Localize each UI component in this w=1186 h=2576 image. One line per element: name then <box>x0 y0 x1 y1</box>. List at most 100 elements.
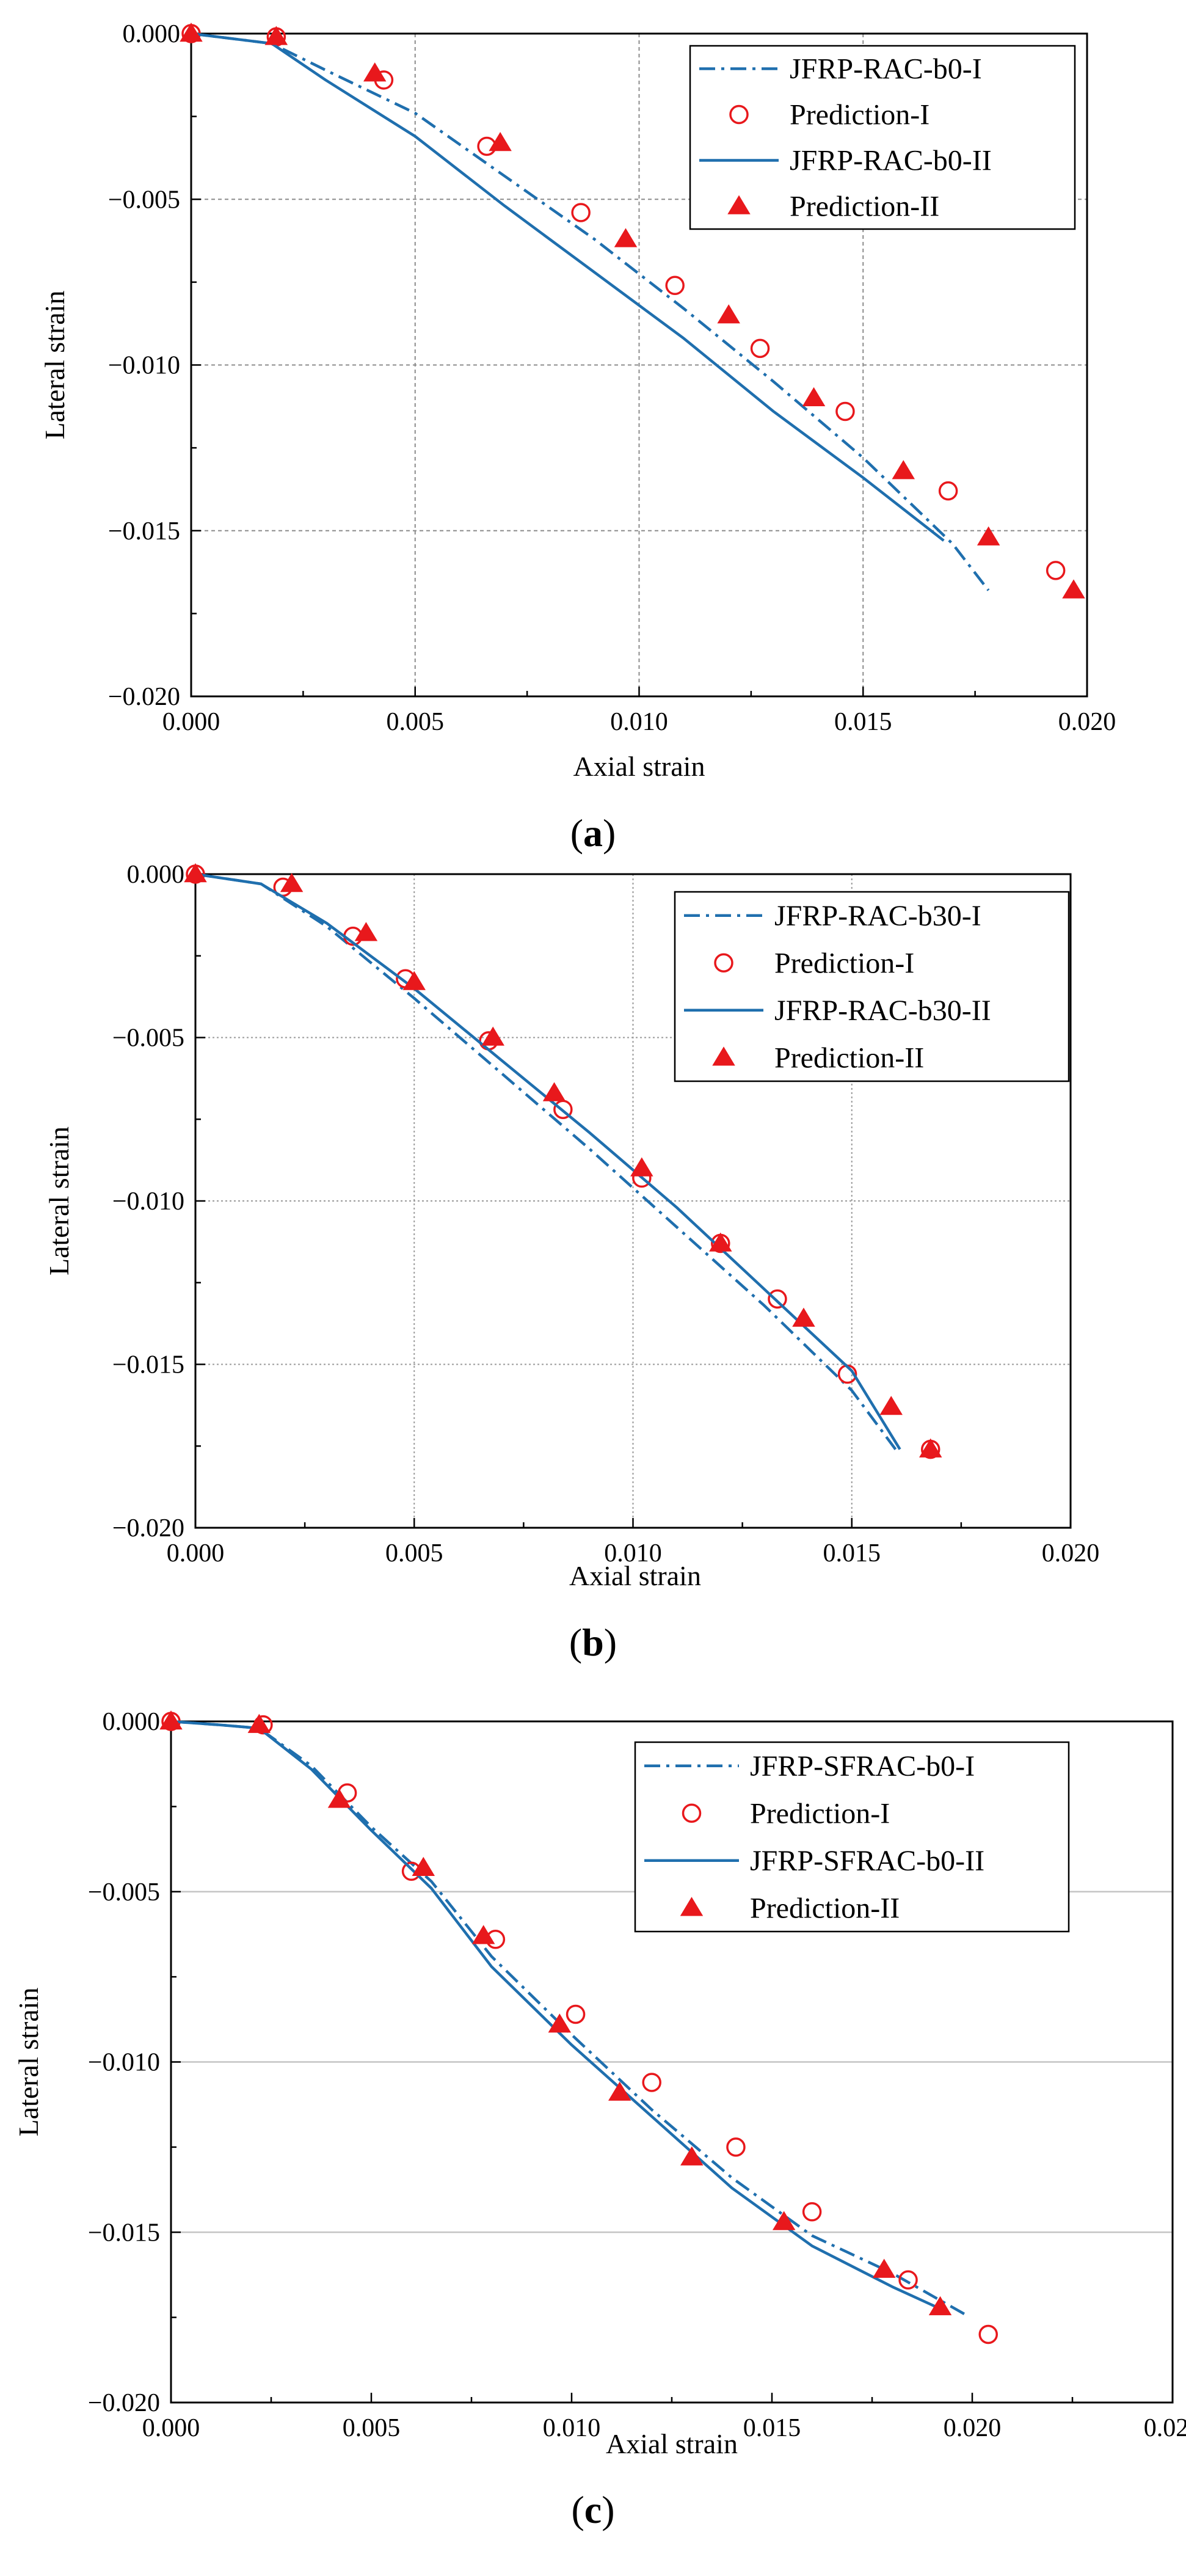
data-point-Prediction-I <box>571 203 591 222</box>
x-tick-label: 0.020 <box>1058 708 1116 736</box>
panel-label: (a) <box>570 811 616 855</box>
x-tick-label: 0.005 <box>343 2414 401 2442</box>
x-tick-label: 0.000 <box>167 1539 225 1567</box>
y-tick-label: −0.010 <box>88 2049 160 2077</box>
chart-panel-c: 0.000 0.005 0.010 0.015 0.020 0.025 0.000 −0.00… <box>13 1708 1186 2531</box>
data-point-Prediction-II <box>327 1789 351 1808</box>
x-tick-label: 0.000 <box>162 708 220 736</box>
x-tick-label: 0.015 <box>743 2414 801 2442</box>
data-point-Prediction-I <box>835 401 855 421</box>
data-point-Prediction-II <box>630 1157 653 1177</box>
data-point-Prediction-II <box>489 132 512 151</box>
series-line-JFRP-RAC-b30-II <box>195 872 901 1450</box>
data-point-Prediction-II <box>542 1082 566 1101</box>
legend-swatch <box>680 1897 704 1916</box>
legend-entry: Prediction-II <box>750 1892 900 1924</box>
legend: JFRP-SFRAC-b0-I Prediction-I JFRP-SFRAC-b0… <box>634 1741 1070 1933</box>
plot-frame <box>194 873 1072 1529</box>
x-axis-title: Axial strain <box>573 751 705 782</box>
data-point-Prediction-II <box>717 304 740 324</box>
data-point-Prediction-II <box>247 1713 271 1733</box>
x-tick-label: 0.000 <box>142 2414 200 2442</box>
y-tick-label: −0.005 <box>112 1024 184 1053</box>
data-point-Prediction-I <box>938 481 958 501</box>
data-point-Prediction-II <box>879 1396 903 1415</box>
y-tick-label: −0.015 <box>112 1351 184 1379</box>
data-point-Prediction-I <box>1046 561 1066 580</box>
data-point-Prediction-II <box>402 971 426 990</box>
legend-entry: JFRP-SFRAC-b0-I <box>750 1750 975 1782</box>
y-axis-title: Lateral strain <box>43 1126 75 1275</box>
legend-entry: JFRP-RAC-b0-I <box>790 53 982 86</box>
data-point-Prediction-I <box>642 2073 661 2092</box>
data-point-Prediction-II <box>680 2146 704 2166</box>
legend-entry: Prediction-II <box>774 1042 924 1074</box>
data-point-Prediction-II <box>608 2081 631 2101</box>
legend-swatch <box>714 953 733 972</box>
plot-frame <box>170 1720 1174 2404</box>
data-point-Prediction-I <box>802 2202 822 2222</box>
data-point-Prediction-II <box>614 228 638 247</box>
y-tick-label: −0.005 <box>88 1878 160 1906</box>
y-tick-label: 0.000 <box>123 20 181 48</box>
y-tick-label: −0.015 <box>108 517 180 545</box>
data-point-Prediction-II <box>892 460 915 480</box>
x-tick-label: 0.010 <box>604 1539 662 1567</box>
chart-panel-a: 0.000 0.005 0.010 0.015 0.020 0.000 −0.005 −0.0… <box>39 20 1116 855</box>
x-axis-title: Axial strain <box>606 2428 738 2459</box>
data-point-Prediction-II <box>802 387 826 406</box>
y-axis-title: Lateral strain <box>13 1988 44 2137</box>
legend-entry: JFRP-SFRAC-b0-II <box>750 1845 984 1877</box>
y-tick-label: −0.010 <box>108 352 180 380</box>
legend-swatch <box>727 195 751 214</box>
x-tick-label: 0.005 <box>385 1539 443 1567</box>
x-tick-label: 0.015 <box>823 1539 881 1567</box>
data-point-Prediction-I <box>768 1289 787 1309</box>
data-point-Prediction-II <box>772 2211 796 2230</box>
data-point-Prediction-I <box>665 275 685 296</box>
panel-label: (b) <box>569 1621 617 1664</box>
y-tick-label: −0.015 <box>88 2219 160 2247</box>
legend: JFRP-RAC-b30-I Prediction-I JFRP-RAC-b30-I… <box>674 891 1070 1082</box>
legend-box <box>634 1741 1070 1933</box>
data-point-Prediction-II <box>481 1026 504 1046</box>
series-line-JFRP-SFRAC-b0-I <box>170 1720 966 2315</box>
data-point-Prediction-II <box>159 1710 183 1730</box>
data-point-Prediction-II <box>180 23 203 42</box>
data-point-Prediction-II <box>471 1925 495 1944</box>
data-point-Prediction-II <box>264 26 288 45</box>
panel-label: (c) <box>571 2488 614 2531</box>
chart-panel-b: 0.000 0.005 0.010 0.015 0.020 0.000 −0.005 −0.0… <box>43 861 1099 1664</box>
x-tick-label: 0.015 <box>834 708 892 736</box>
data-point-Prediction-II <box>184 863 207 883</box>
data-point-Prediction-II <box>280 873 304 892</box>
legend-swatch <box>729 104 749 125</box>
x-tick-label: 0.020 <box>1042 1539 1100 1567</box>
x-axis-title: Axial strain <box>569 1560 701 1591</box>
data-point-Prediction-II <box>919 1438 942 1458</box>
x-tick-label: 0.025 <box>1144 2414 1186 2442</box>
x-tick-label: 0.005 <box>387 708 445 736</box>
y-tick-label: 0.000 <box>127 861 185 889</box>
data-point-Prediction-II <box>872 2258 896 2278</box>
data-point-Prediction-I <box>726 2137 746 2157</box>
legend-box <box>689 45 1076 230</box>
y-tick-label: −0.020 <box>88 2389 160 2417</box>
legend-entry: Prediction-I <box>774 947 914 979</box>
x-tick-label: 0.010 <box>610 708 668 736</box>
legend-swatch <box>682 1803 702 1823</box>
y-axis-title: Lateral strain <box>39 291 70 440</box>
legend-entry: JFRP-RAC-b0-II <box>790 145 992 177</box>
legend-box <box>674 891 1070 1082</box>
data-point-Prediction-II <box>363 62 387 82</box>
data-point-Prediction-II <box>709 1232 732 1252</box>
data-point-Prediction-I <box>566 2004 586 2024</box>
y-tick-label: −0.005 <box>108 186 180 214</box>
data-point-Prediction-I <box>978 2324 998 2344</box>
legend-entry: Prediction-II <box>790 191 939 223</box>
data-point-Prediction-I <box>898 2270 918 2290</box>
y-tick-label: −0.020 <box>108 683 180 711</box>
data-point-Prediction-II <box>354 922 378 941</box>
y-tick-label: 0.000 <box>103 1708 161 1736</box>
